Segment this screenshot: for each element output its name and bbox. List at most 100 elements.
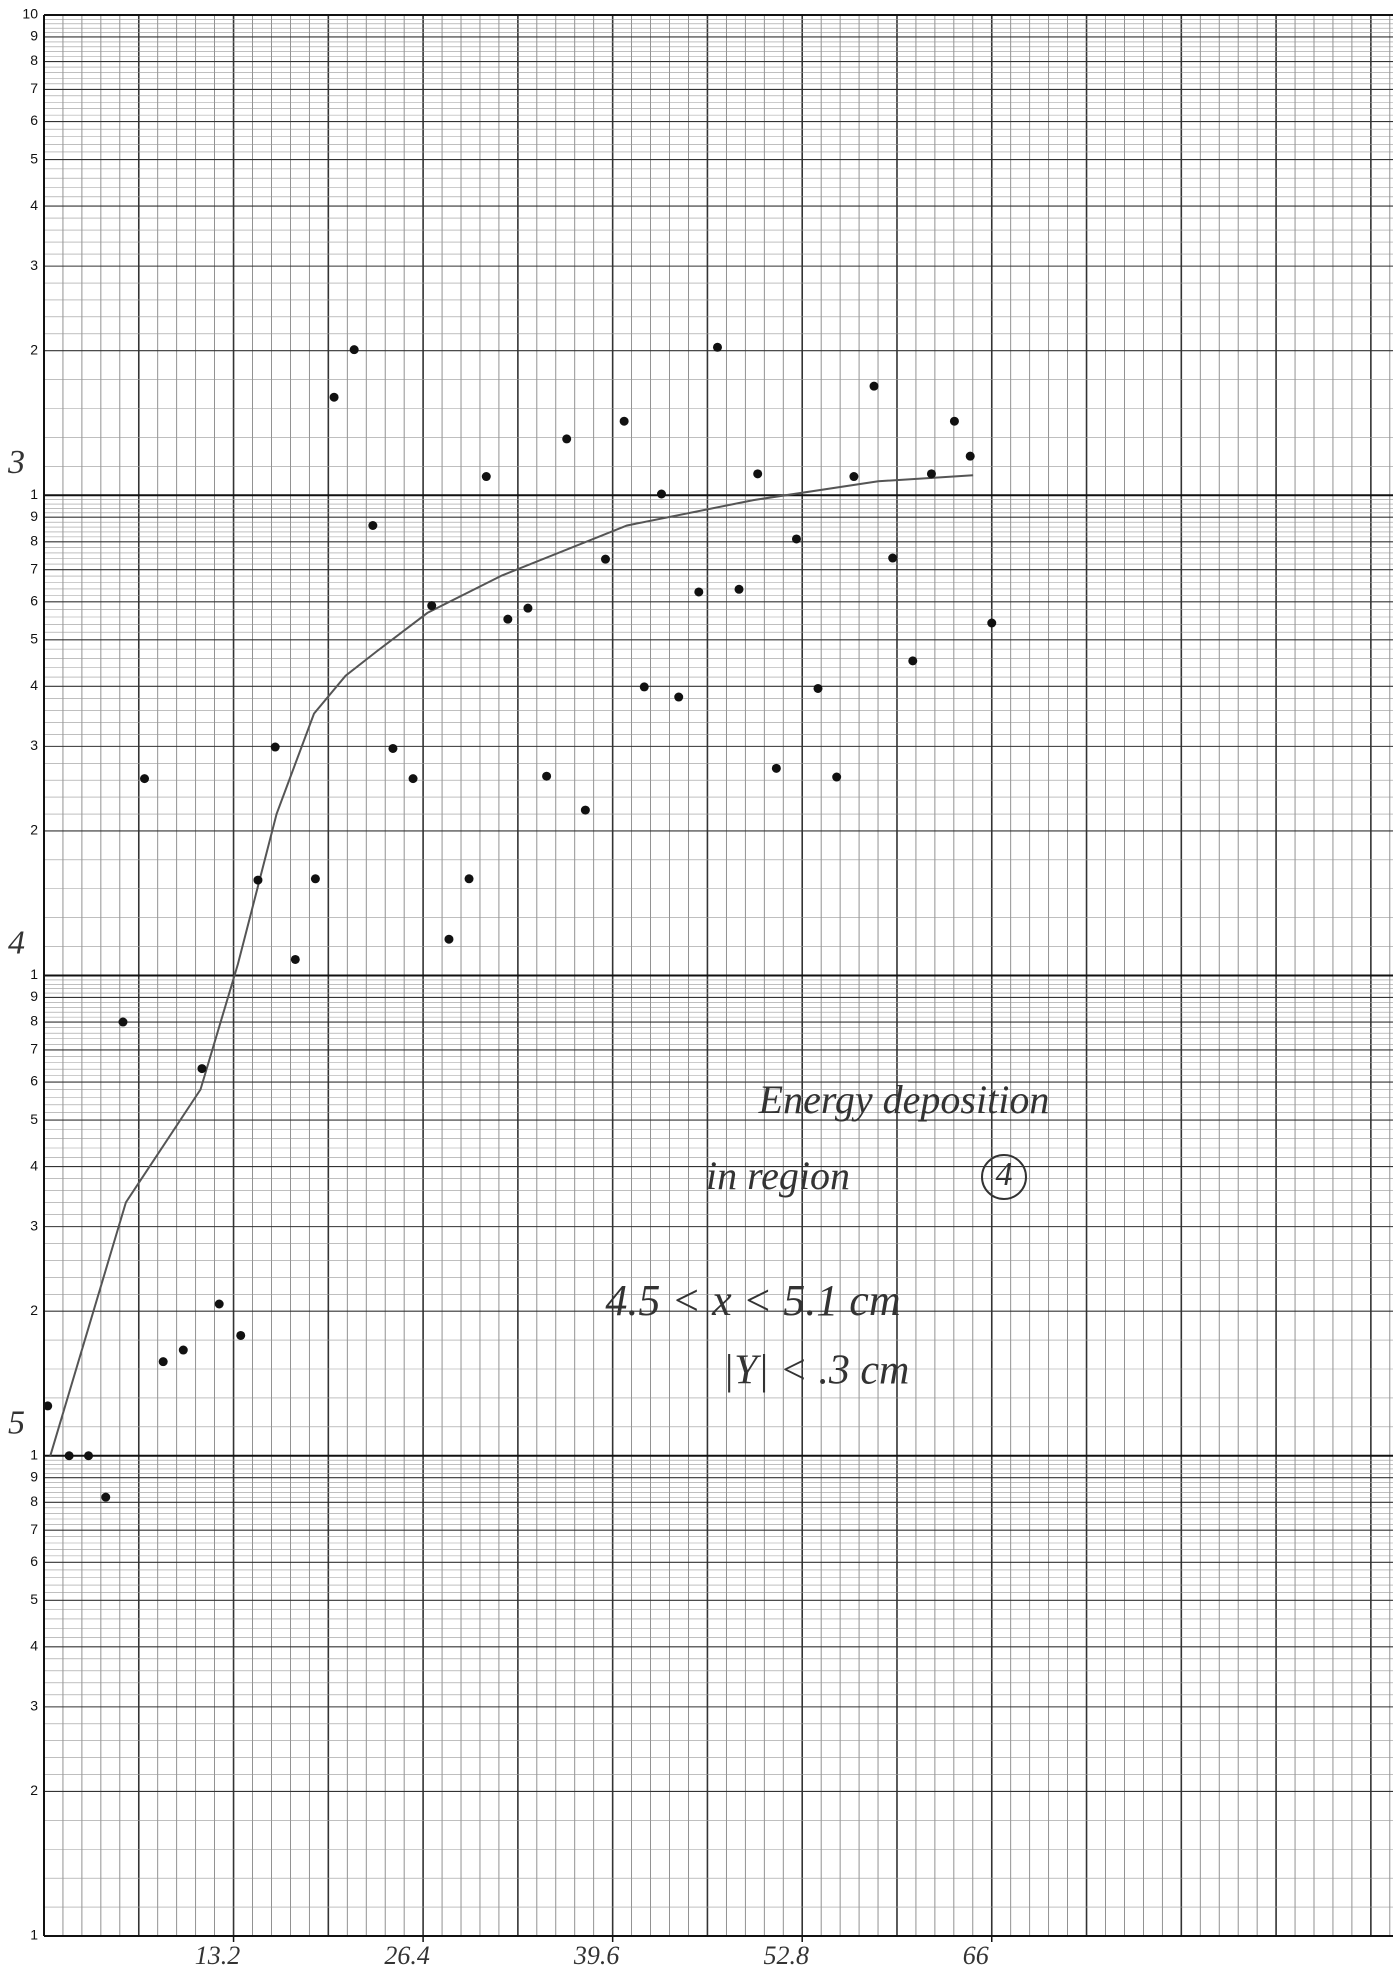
data-point xyxy=(849,472,858,481)
data-point xyxy=(814,684,823,693)
y-tick-label: 10 xyxy=(22,6,38,22)
data-point xyxy=(792,534,801,543)
y-tick-label: 4 xyxy=(30,677,38,693)
data-point xyxy=(197,1064,206,1073)
annotation: in region xyxy=(706,1153,850,1198)
data-point xyxy=(581,806,590,815)
data-point xyxy=(950,417,959,426)
x-tick-label: 13.2 xyxy=(195,1941,241,1970)
annotation: |Y| < .3 cm xyxy=(723,1348,910,1394)
y-tick-label: 7 xyxy=(30,1521,38,1537)
data-point xyxy=(908,656,917,665)
y-tick-label: 8 xyxy=(30,532,38,548)
y-tick-label: 5 xyxy=(30,631,38,647)
y-tick-label: 1 xyxy=(30,486,38,502)
data-point xyxy=(927,469,936,478)
y-tick-label: 3 xyxy=(30,257,38,273)
data-point xyxy=(118,1018,127,1027)
y-tick-label: 4 xyxy=(30,197,38,213)
y-tick-label: 2 xyxy=(30,1782,38,1798)
data-point xyxy=(140,774,149,783)
data-point xyxy=(640,682,649,691)
side-label: 4 xyxy=(8,924,25,961)
data-point xyxy=(987,618,996,627)
y-tick-label: 7 xyxy=(30,1041,38,1057)
side-label: 5 xyxy=(8,1405,25,1442)
data-point xyxy=(674,693,683,702)
y-tick-label: 1 xyxy=(30,966,38,982)
data-point xyxy=(601,555,610,564)
y-tick-label: 9 xyxy=(30,1468,38,1484)
x-tick-label: 39.6 xyxy=(573,1941,620,1970)
data-point xyxy=(368,521,377,530)
y-tick-label: 5 xyxy=(30,1591,38,1607)
data-point xyxy=(291,955,300,964)
data-point xyxy=(311,874,320,883)
x-tick-label: 26.4 xyxy=(384,1941,430,1970)
annotation: Energy deposition xyxy=(758,1077,1050,1122)
data-point xyxy=(482,472,491,481)
chart: 1234567891234567891234567891234567891013… xyxy=(0,0,1393,1972)
y-tick-label: 4 xyxy=(30,1157,38,1173)
y-tick-label: 3 xyxy=(30,1217,38,1233)
data-point xyxy=(713,343,722,352)
x-tick-label: 66 xyxy=(963,1941,989,1970)
y-tick-label: 9 xyxy=(30,508,38,524)
x-tick-label: 52.8 xyxy=(763,1941,809,1970)
data-point xyxy=(409,774,418,783)
y-tick-label: 6 xyxy=(30,1073,38,1089)
y-tick-label: 3 xyxy=(30,737,38,753)
data-point xyxy=(84,1451,93,1460)
data-point xyxy=(350,345,359,354)
data-point xyxy=(694,587,703,596)
y-tick-label: 8 xyxy=(30,1013,38,1029)
data-point xyxy=(542,772,551,781)
data-point xyxy=(65,1451,74,1460)
data-point xyxy=(179,1346,188,1355)
data-point xyxy=(271,743,280,752)
annotation: 4 xyxy=(996,1156,1013,1193)
data-point xyxy=(772,764,781,773)
y-tick-label: 4 xyxy=(30,1638,38,1654)
data-point xyxy=(832,773,841,782)
data-point xyxy=(444,935,453,944)
y-tick-label: 8 xyxy=(30,52,38,68)
y-tick-label: 5 xyxy=(30,1111,38,1127)
data-point xyxy=(465,874,474,883)
y-tick-label: 6 xyxy=(30,592,38,608)
y-tick-label: 5 xyxy=(30,150,38,166)
y-tick-label: 6 xyxy=(30,112,38,128)
y-tick-label: 8 xyxy=(30,1493,38,1509)
data-point xyxy=(43,1401,52,1410)
y-tick-label: 2 xyxy=(30,1302,38,1318)
data-point xyxy=(562,434,571,443)
data-point xyxy=(330,393,339,402)
y-tick-label: 9 xyxy=(30,988,38,1004)
y-tick-label: 1 xyxy=(30,1927,38,1943)
data-point xyxy=(888,554,897,563)
side-label: 3 xyxy=(7,444,25,481)
y-tick-label: 9 xyxy=(30,28,38,44)
data-point xyxy=(966,452,975,461)
data-point xyxy=(159,1357,168,1366)
y-tick-label: 6 xyxy=(30,1553,38,1569)
data-point xyxy=(236,1331,245,1340)
data-point xyxy=(870,382,879,391)
data-point xyxy=(523,604,532,613)
y-tick-label: 7 xyxy=(30,560,38,576)
data-point xyxy=(253,876,262,885)
data-point xyxy=(657,490,666,499)
annotation: 4.5 < x < 5.1 cm xyxy=(605,1276,900,1325)
y-tick-label: 2 xyxy=(30,341,38,357)
data-point xyxy=(503,615,512,624)
data-point xyxy=(620,417,629,426)
data-point xyxy=(427,601,436,610)
y-tick-label: 7 xyxy=(30,80,38,96)
data-point xyxy=(215,1300,224,1309)
data-point xyxy=(753,469,762,478)
data-point xyxy=(101,1493,110,1502)
data-point xyxy=(735,585,744,594)
y-tick-label: 1 xyxy=(30,1446,38,1462)
y-tick-label: 3 xyxy=(30,1698,38,1714)
page: 1234567891234567891234567891234567891013… xyxy=(0,0,1393,1972)
